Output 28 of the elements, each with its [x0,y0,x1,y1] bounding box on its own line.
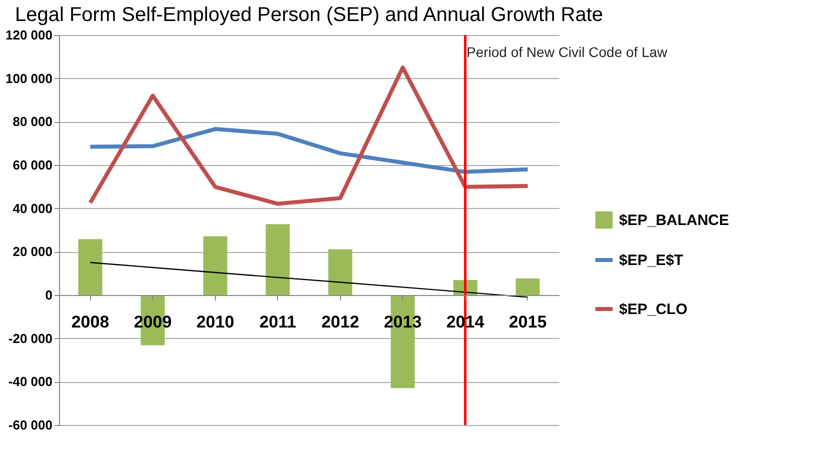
x-tick-label: 2010 [196,312,234,332]
bar [78,239,102,295]
y-tick-label: 60 000 [12,158,52,172]
chart-title: Legal Form Self-Employed Person (SEP) and Annual Growth Rate [14,4,604,26]
y-tick-label: 0 [45,288,52,302]
legend-label: $EP_E$T [619,252,684,269]
x-tick-label: 2015 [508,312,547,332]
bar [328,249,352,295]
y-tick-label: 20 000 [12,244,52,260]
legend-label: $EP_CLO [619,301,688,318]
legend-label: $EP_BALANCE [619,212,730,229]
y-tick-label: 120 000 [6,28,52,42]
bar [516,278,540,295]
x-tick-label: 2011 [259,312,296,332]
y-tick-label: -40 000 [8,374,52,390]
x-tick-label: 2012 [321,312,360,332]
line-series [88,127,530,174]
y-tick-label: -60 000 [8,418,52,432]
y-tick-label: 80 000 [12,114,52,130]
y-tick-label: 100 000 [6,70,52,86]
line-series [88,66,530,206]
bar [266,224,290,295]
line-series [90,262,528,298]
annotation: Period of New Civil Code of Law [466,44,668,60]
y-tick-label: -20 000 [8,330,52,346]
bar [203,236,228,295]
y-tick-label: 40 000 [12,200,52,216]
x-tick-label: 2008 [71,312,110,332]
